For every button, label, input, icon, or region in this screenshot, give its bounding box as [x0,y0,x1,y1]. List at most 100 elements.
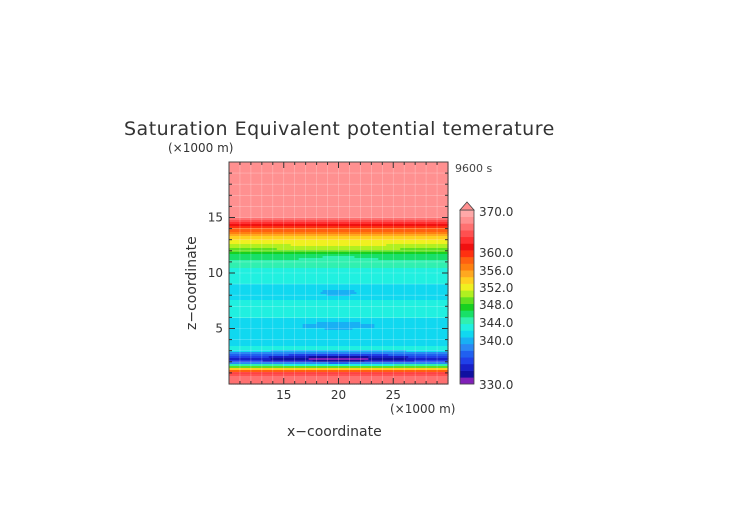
field-cell [280,180,284,183]
field-cell [386,178,389,181]
field-cell [408,200,411,203]
field-cell [300,182,304,185]
field-cell [234,184,238,187]
field-cell [368,168,371,171]
field-cell [372,184,375,187]
field-cell [306,180,310,183]
field-cell [288,170,292,173]
field-cell [292,172,296,175]
field-cell [372,194,375,197]
field-cell [412,198,415,201]
field-cell [382,170,385,173]
field-cell [430,180,433,183]
field-cell [388,194,391,197]
field-cell [244,174,248,177]
field-cell [272,174,276,177]
field-cell [246,194,250,197]
field-cell [288,182,292,185]
field-cell [270,190,274,193]
field-cell [430,204,433,207]
field-cell [446,188,449,191]
field-cell [346,164,350,167]
field-cell [354,174,358,177]
field-cell [348,188,352,191]
field-cell [430,200,433,203]
field-cell [404,176,407,179]
field-cell [238,184,242,187]
field-cell [372,202,375,205]
field-cell [424,180,427,183]
field-cell [434,204,437,207]
field-cell [306,168,310,171]
field-cell [356,172,360,175]
field-cell [366,172,369,175]
field-cell [268,172,272,175]
field-cell [382,196,385,199]
field-cell [280,190,284,193]
field-cell [284,194,288,197]
field-cell [410,178,413,181]
field-cell [286,190,290,193]
field-cell [350,198,354,201]
field-cell [402,200,405,203]
field-cell [430,162,433,165]
field-cell [256,200,260,203]
field-cell [340,186,344,189]
field-cell [320,190,324,193]
field-cell [296,198,300,201]
field-cell [428,196,431,199]
field-cell [326,192,330,195]
field-cell [362,206,365,209]
field-cell [296,188,300,191]
field-cell [322,174,326,177]
field-cell [290,204,294,207]
field-cell [256,166,260,169]
field-cell [372,190,375,193]
field-cell [334,194,338,197]
field-cell [270,198,274,201]
field-cell [382,200,385,203]
field-cell [396,194,399,197]
field-cell [234,206,238,209]
field-cell [294,168,298,171]
field-cell [234,198,238,201]
field-cell [382,164,385,167]
field-cell [436,164,439,167]
field-cell [308,178,312,181]
field-cell [300,190,304,193]
field-cell [276,172,280,175]
field-cell [346,188,350,191]
field-cell [378,162,381,165]
field-cell [320,170,324,173]
field-cell [290,174,294,177]
field-cell [242,164,246,167]
field-cell [258,206,262,209]
field-cell [426,204,429,207]
field-cell [358,176,361,179]
field-cell [244,182,248,185]
field-cell [416,192,419,195]
field-cell [380,180,383,183]
field-cell [384,206,387,209]
field-cell [398,200,401,203]
field-cell [322,188,326,191]
field-cell [324,198,328,201]
field-cell [390,166,393,169]
field-cell [316,188,320,191]
field-cell [286,164,290,167]
field-cell [392,188,395,191]
field-cell [372,186,375,189]
field-cell [322,164,326,167]
field-cell [250,200,254,203]
field-cell [266,192,270,195]
field-cell [372,182,375,185]
field-cell [444,198,447,201]
field-cell [338,200,342,203]
field-cell [294,166,298,169]
field-cell [282,168,286,171]
field-cell [446,174,449,177]
field-cell [284,164,288,167]
field-cell [338,168,342,171]
field-cell [278,192,282,195]
field-cell [286,174,290,177]
